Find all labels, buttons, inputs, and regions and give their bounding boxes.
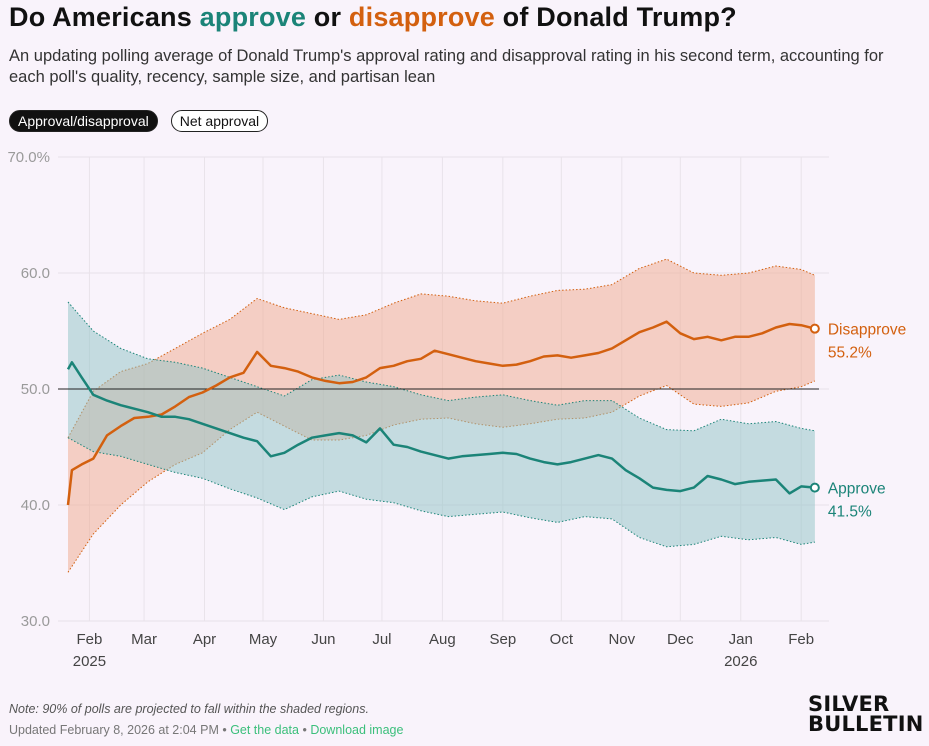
band-upper-edge (67, 301, 815, 432)
y-tick-label: 30.0 (21, 613, 50, 630)
title-disapprove-word: disapprove (348, 2, 495, 32)
title-pre: Do Americans (9, 2, 200, 32)
x-tick-label: Feb (788, 631, 814, 648)
title-mid: or (306, 2, 349, 32)
x-tick-label: Mar (131, 631, 157, 648)
x-year-label: 2025 (73, 653, 106, 670)
x-tick-label: Jun (311, 631, 335, 648)
title-post: of Donald Trump? (494, 2, 737, 32)
approval-chart: 70.0% 60.0 50.0 40.0 30.0 Feb 2025 Mar Apr May Jun… (7, 149, 906, 670)
silver-bulletin-logo: SILVER BULLETIN (808, 692, 924, 736)
logo-line-1: SILVER (808, 692, 890, 716)
x-tick-label: Apr (193, 631, 216, 648)
page-title: Do Americans approve or disapprove of Do… (9, 2, 737, 33)
band-approve (68, 302, 815, 547)
toggle-net-approval[interactable]: Net approval (170, 110, 269, 132)
series-name-label: Approve (828, 481, 886, 498)
title-approve-word: approve (199, 2, 307, 32)
x-tick-label: Oct (550, 631, 574, 648)
logo-line-2: BULLETIN (808, 712, 924, 736)
series-value-label: 41.5% (828, 504, 872, 521)
x-tick-label: Nov (608, 631, 635, 648)
page-subtitle: An updating polling average of Donald Tr… (9, 47, 884, 86)
x-tick-label: Dec (667, 631, 694, 648)
band-upper-edge (67, 258, 816, 438)
x-tick-label: Jul (372, 631, 391, 648)
x-year-label: 2026 (724, 653, 757, 670)
x-tick-label: Jan (729, 631, 753, 648)
y-tick-label: 40.0 (21, 497, 50, 514)
band-lower-edge (67, 437, 815, 548)
get-data-link[interactable]: Get the data (230, 723, 299, 737)
updated-timestamp: Updated February 8, 2026 at 2:04 PM (9, 723, 219, 737)
series-value-label: 55.2% (828, 345, 872, 362)
separator: • (218, 723, 231, 737)
view-toggle-group: Approval/disapproval Net approval (9, 110, 269, 132)
series-line-approve (66, 361, 816, 495)
x-tick-label: Feb (77, 631, 103, 648)
x-tick-label: Aug (429, 631, 456, 648)
download-image-link[interactable]: Download image (310, 723, 404, 737)
update-info: Updated February 8, 2026 at 2:04 PM • Ge… (9, 723, 403, 737)
x-tick-label: Sep (489, 631, 516, 648)
toggle-approval-disapproval[interactable]: Approval/disapproval (9, 110, 158, 132)
y-tick-label: 50.0 (21, 381, 50, 398)
y-tick-label: 70.0% (7, 149, 50, 166)
series-end-marker (809, 323, 820, 334)
series-line-disapprove (66, 320, 816, 506)
chart-note: Note: 90% of polls are projected to fall… (9, 702, 369, 716)
y-tick-label: 60.0 (21, 265, 50, 282)
separator: • (299, 723, 311, 737)
series-end-marker (809, 482, 820, 493)
x-tick-label: May (249, 631, 278, 648)
series-name-label: Disapprove (828, 322, 906, 339)
